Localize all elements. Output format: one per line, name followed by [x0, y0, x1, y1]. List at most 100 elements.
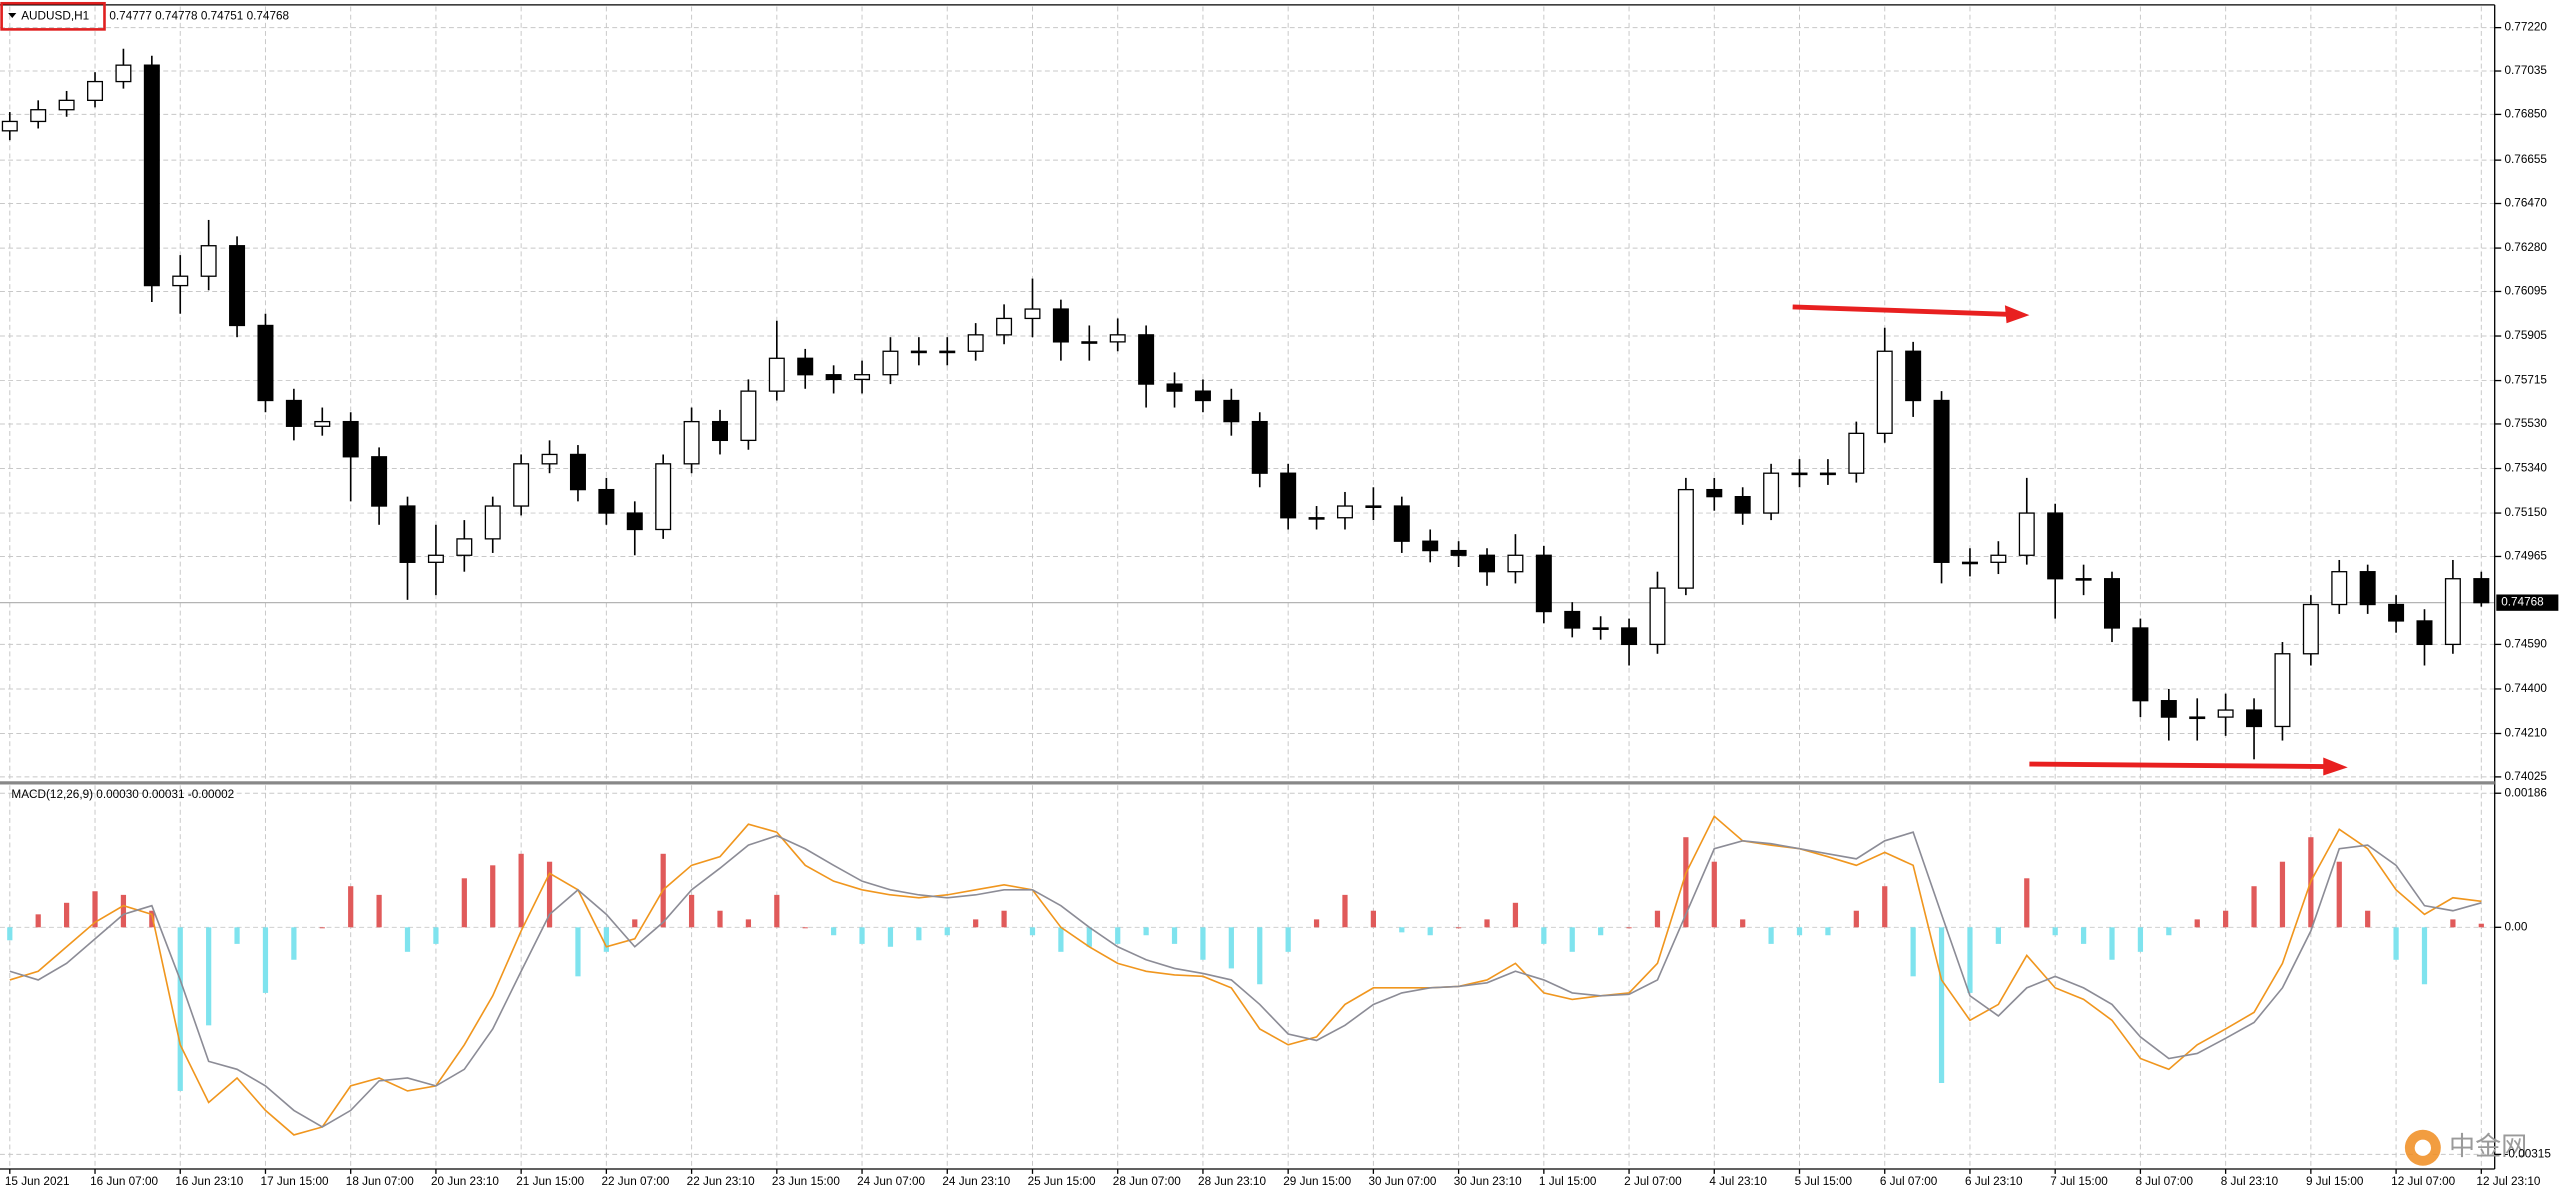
candle-body: [854, 374, 871, 381]
candle-body: [712, 420, 728, 442]
candle-body: [1819, 472, 1836, 476]
candle-body: [399, 505, 416, 563]
x-tick-label: 24 Jun 07:00: [857, 1175, 925, 1188]
candle-body: [1280, 472, 1297, 519]
histogram-bar: [1228, 927, 1234, 969]
y-tick-label: 0.00: [2504, 920, 2527, 933]
histogram-bar: [2024, 878, 2030, 928]
x-tick-label: 22 Jun 23:10: [687, 1175, 755, 1188]
histogram-bar: [2052, 927, 2058, 936]
x-tick-label: 12 Jul 07:00: [2391, 1175, 2455, 1188]
candle-body: [569, 453, 586, 491]
candle-body: [1933, 399, 1950, 563]
histogram-bar: [35, 914, 41, 928]
watermark-text: 中金网: [2449, 1132, 2527, 1162]
candle-body: [740, 390, 757, 442]
histogram-bar: [688, 894, 695, 928]
x-tick-label: 16 Jun 23:10: [175, 1175, 243, 1188]
candle-body: [1507, 554, 1524, 573]
candle-body: [200, 245, 217, 277]
macd-title: MACD(12,26,9) 0.00030 0.00031 -0.00002: [11, 788, 234, 801]
histogram-bar: [1029, 927, 1036, 936]
y-tick-label: 0.76655: [2504, 153, 2547, 166]
candle-body: [115, 64, 132, 83]
mark-layer: [1, 48, 2490, 1136]
candle-body: [1365, 505, 1382, 508]
grid-layer: [0, 6, 2495, 1168]
histogram-bar: [2393, 927, 2399, 960]
histogram-bar: [92, 891, 98, 928]
dropdown-icon[interactable]: [8, 13, 17, 18]
candle-body: [1109, 334, 1126, 343]
histogram-bar: [490, 865, 496, 928]
x-tick-label: 16 Jun 07:00: [90, 1175, 158, 1188]
histogram-bar: [1086, 927, 1092, 947]
histogram-bar: [1598, 927, 1604, 936]
candle-body: [314, 420, 331, 427]
candle-body: [2160, 700, 2177, 718]
x-tick-label: 6 Jul 23:10: [1965, 1175, 2023, 1188]
histogram-bar: [2166, 927, 2172, 936]
candle-body: [2359, 571, 2376, 606]
histogram-bar: [1257, 927, 1263, 985]
x-tick-label: 28 Jun 07:00: [1113, 1175, 1181, 1188]
candle-body: [1336, 505, 1353, 519]
candle-body: [1081, 341, 1098, 344]
y-tick-label: 0.74965: [2504, 550, 2547, 563]
x-tick-label: 24 Jun 23:10: [942, 1175, 1010, 1188]
histogram-bar: [518, 853, 524, 928]
macd-line: [9, 831, 2482, 1128]
y-tick-label: 0.75715: [2504, 374, 2547, 387]
histogram-bar: [7, 927, 13, 941]
histogram-bar: [376, 894, 382, 928]
histogram-bar: [859, 927, 865, 944]
histogram-bar: [2421, 927, 2428, 985]
histogram-bar: [1001, 910, 1007, 928]
histogram-bar: [1995, 927, 2001, 944]
candle-body: [939, 350, 956, 354]
candle-body: [1479, 554, 1496, 573]
histogram-bar: [1569, 927, 1575, 952]
histogram-bar: [206, 927, 212, 1026]
candle-body: [541, 453, 558, 465]
histogram-bar: [64, 902, 70, 928]
histogram-bar: [2365, 910, 2371, 928]
candle-body: [2246, 709, 2263, 728]
candle-body: [683, 420, 700, 465]
histogram-bar: [887, 927, 894, 947]
candle-body: [1905, 350, 1922, 402]
candle-body: [484, 505, 501, 540]
histogram-bar: [831, 927, 837, 936]
candle-body: [598, 488, 615, 514]
candle-body: [2302, 603, 2319, 655]
histogram-bar: [745, 919, 752, 928]
histogram-bar: [2251, 886, 2257, 928]
y-tick-label: 0.76280: [2504, 241, 2547, 254]
histogram-bar: [632, 919, 638, 928]
histogram-bar: [575, 927, 581, 977]
current-price-label: 0.74768: [2501, 596, 2544, 609]
candle-body: [1251, 420, 1268, 474]
histogram-bar: [2137, 927, 2144, 952]
y-tick-label: 0.75905: [2504, 329, 2547, 342]
candle-body: [2217, 709, 2234, 718]
histogram-bar: [1115, 927, 1121, 944]
candle-body: [1535, 554, 1552, 613]
candle-body: [967, 334, 984, 352]
candle-body: [1052, 308, 1069, 343]
candle-body: [2075, 578, 2092, 581]
ohlc-label: 0.74777 0.74778 0.74751 0.74768: [109, 9, 289, 22]
histogram-bar: [120, 894, 127, 928]
x-tick-label: 25 Jun 15:00: [1028, 1175, 1096, 1188]
y-tick-label: 0.75530: [2504, 417, 2547, 430]
histogram-bar: [234, 927, 240, 944]
histogram-bar: [1626, 927, 1632, 929]
candle-body: [1876, 350, 1893, 434]
symbol-label[interactable]: AUDUSD,H1: [21, 9, 89, 22]
histogram-bar: [1484, 919, 1490, 928]
candle-body: [257, 324, 274, 402]
candle-body: [882, 350, 899, 376]
watermark-logo-inner: [2414, 1139, 2432, 1156]
histogram-bar: [2478, 923, 2484, 928]
candle-body: [58, 99, 75, 111]
